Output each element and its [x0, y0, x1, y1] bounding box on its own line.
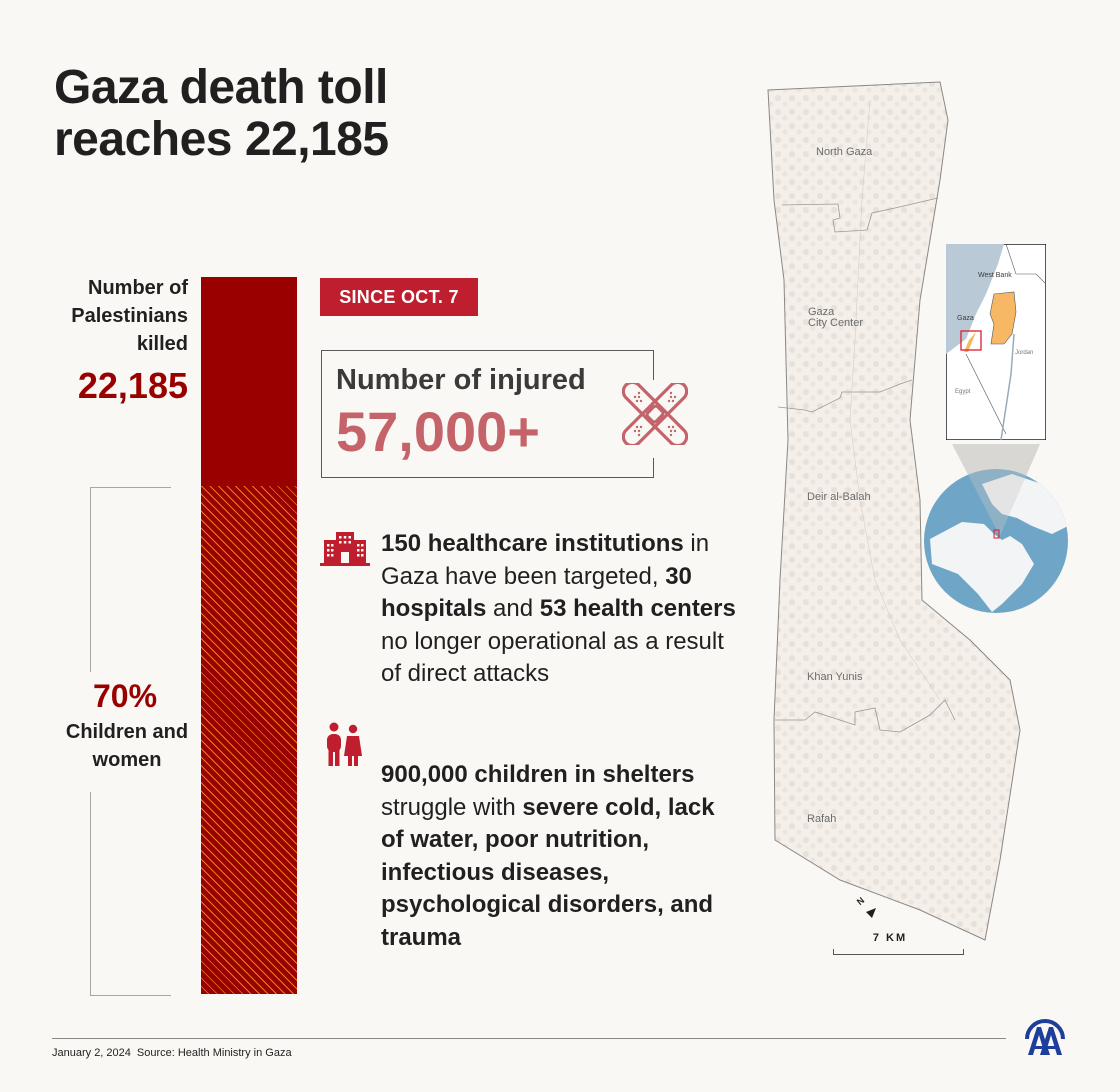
health-centers-count: 53 health centers: [539, 595, 736, 622]
north-arrow-icon: N: [855, 895, 876, 918]
title-line-1: Gaza death toll: [54, 61, 388, 114]
healthcare-text-2: and: [486, 595, 540, 622]
footer-source: Source: Health Ministry in Gaza: [136, 1047, 292, 1059]
share-value: 70%: [92, 678, 158, 714]
page-title: Gaza death toll reaches 22,185: [54, 62, 474, 166]
globe-locator: [924, 444, 1068, 613]
footer-divider: [52, 1038, 1006, 1039]
killed-label-line-3: killed: [136, 333, 188, 355]
region-label-gaza-city: Gaza City Center: [808, 307, 863, 329]
region-label-rafah: Rafah: [807, 813, 837, 825]
children-conditions: severe cold, lack of water, poor nutriti…: [381, 793, 715, 951]
children-count: 900,000 children in shelters: [381, 761, 695, 788]
inset-label-west-bank: West Bank: [978, 272, 1012, 279]
since-badge: SINCE OCT. 7: [320, 278, 478, 316]
bar-killed-children-women: [201, 486, 297, 994]
bar-killed-other: [201, 277, 297, 486]
region-label-khan-yunis: Khan Yunis: [807, 671, 863, 683]
share-label: Children and women: [52, 718, 202, 774]
children-icon: [327, 722, 362, 766]
share-label-line-2: women: [92, 749, 162, 771]
region-label-gaza-city-line-1: Gaza: [808, 306, 835, 318]
inset-label-jordan: Jordan: [1015, 350, 1033, 356]
scale-label: 7 KM: [872, 932, 908, 944]
children-text-1: struggle with: [381, 793, 523, 821]
killed-label: Number of Palestinians killed: [40, 274, 188, 358]
inset-region-map: West Bank Gaza Jordan Egypt: [946, 244, 1046, 440]
children-paragraph: 900,000 children in shelters struggle wi…: [381, 759, 731, 954]
footer-date: January 2, 2024: [52, 1047, 131, 1059]
inset-label-gaza: Gaza: [957, 315, 974, 322]
healthcare-paragraph: 150 healthcare institutions in Gaza have…: [381, 528, 741, 691]
title-line-2: reaches 22,185: [54, 113, 389, 166]
scale-bar: [833, 949, 964, 955]
hospitals-count: 30 hospitals: [381, 562, 692, 623]
footer: January 2, 2024 Source: Health Ministry i…: [52, 1047, 298, 1059]
bracket-gap: [86, 672, 198, 792]
anadolu-agency-logo: [1025, 1019, 1065, 1055]
killed-label-line-2: Palestinians: [71, 305, 188, 327]
region-label-deir-al-balah: Deir al-Balah: [807, 491, 871, 503]
region-label-north-gaza: North Gaza: [816, 146, 873, 158]
bandage-icon: [622, 383, 688, 445]
healthcare-text-1: in Gaza have been targeted,: [381, 530, 710, 590]
hospital-icon: [320, 532, 370, 566]
injured-value: 57,000+: [336, 400, 540, 463]
region-label-gaza-city-line-2: City Center: [808, 317, 864, 329]
north-label: N: [855, 895, 866, 907]
healthcare-count: 150 healthcare institutions: [381, 530, 684, 557]
gaza-strip-map: [767, 81, 1021, 941]
inset-label-egypt: Egypt: [955, 389, 971, 395]
healthcare-text-3: no longer operational as a result of dir…: [381, 627, 724, 688]
injured-label: Number of injured: [336, 364, 586, 396]
killed-value: 22,185: [77, 365, 188, 406]
share-label-line-1: Children and: [65, 721, 189, 743]
killed-label-line-1: Number of: [88, 277, 188, 299]
